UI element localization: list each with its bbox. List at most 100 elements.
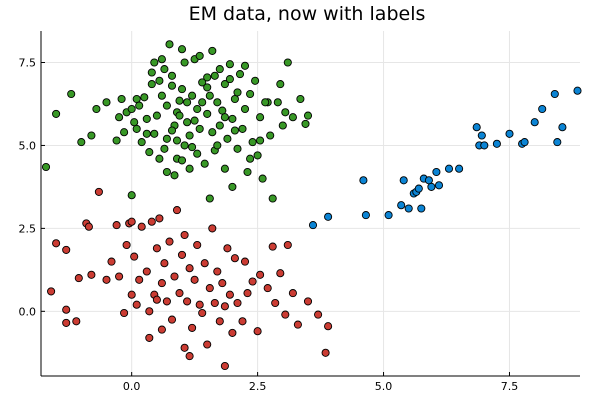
data-point [276,269,285,278]
data-point [193,240,202,250]
data-point [112,136,121,145]
data-point [175,289,184,298]
data-point [248,277,257,286]
data-point [167,81,177,90]
data-point [230,254,239,263]
data-point [384,211,393,220]
data-point [155,214,164,223]
data-point [444,164,454,173]
data-point [102,98,111,107]
data-point [203,109,212,118]
data-point [238,317,247,326]
data-point [132,300,141,309]
data-point [253,151,262,160]
series-3 [308,86,582,230]
data-point [112,221,121,230]
data-point [120,128,129,137]
data-point [268,194,277,203]
data-point [550,89,559,99]
data-point [213,98,222,107]
data-point [256,136,265,145]
data-point [172,136,182,145]
data-point [399,176,408,185]
data-point [203,83,212,92]
data-point [87,270,96,279]
data-point [276,80,285,89]
data-point [140,93,149,102]
data-point [180,141,189,150]
data-point [434,181,444,190]
data-point [172,206,182,215]
data-point [198,98,207,107]
data-point [193,149,202,158]
data-point [157,91,166,100]
data-point [223,244,232,253]
data-point [165,237,174,246]
data-point [183,297,192,306]
data-point [268,242,277,251]
data-point [152,111,161,120]
data-point [220,80,229,89]
data-point [175,96,184,105]
data-point [92,104,101,114]
data-point [414,184,423,193]
data-point [361,211,370,220]
data-point [283,58,292,67]
data-point [427,182,436,191]
data-point [455,164,464,173]
data-point [215,65,224,74]
data-point [142,129,151,138]
data-point [167,315,177,324]
data-point [177,85,187,94]
data-point [553,138,562,147]
data-point [102,275,111,284]
data-point [162,297,171,306]
data-point [120,308,129,318]
data-point [208,46,217,55]
x-tick-label: 0.0 [123,380,141,393]
data-point [573,86,582,95]
data-point [208,128,217,137]
data-point [127,104,136,114]
data-point [145,148,154,157]
data-point [477,131,486,140]
series-2 [47,187,333,371]
data-point [308,221,318,230]
y-tick-label: 5.0 [19,139,37,152]
y-tick-label: 2.5 [19,222,37,235]
data-point [52,109,61,118]
data-point [258,174,267,183]
data-point [190,275,199,284]
data-point [130,118,139,127]
data-point [240,257,250,266]
data-point [185,164,194,173]
data-point [218,106,227,115]
data-point [301,119,310,128]
data-point [188,143,197,152]
data-point [208,224,217,233]
data-point [162,134,171,143]
data-point [480,141,489,150]
data-point [62,305,71,314]
data-point [150,129,159,138]
data-point [200,159,209,168]
data-point [233,298,242,308]
data-point [74,274,83,283]
data-point [200,259,209,268]
data-point [225,60,234,69]
data-point [115,272,124,281]
data-point [263,284,272,293]
data-point [281,310,290,319]
data-point [175,111,184,120]
data-point [165,40,174,49]
data-point [84,222,93,231]
data-point [225,75,234,84]
y-tick-label: 0.0 [19,305,37,318]
data-point [72,317,81,326]
data-point [152,244,161,253]
data-point [218,279,227,288]
data-point [530,118,539,127]
data-point [142,267,151,276]
